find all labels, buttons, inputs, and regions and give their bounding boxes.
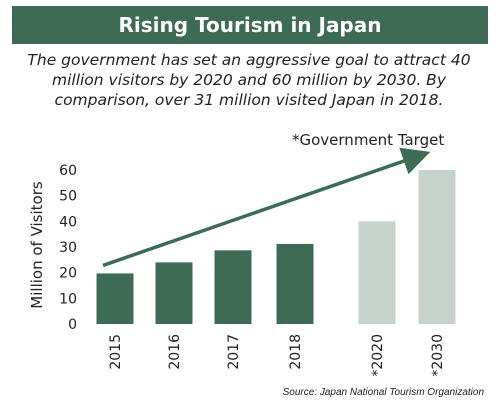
title-banner: Rising Tourism in Japan — [12, 6, 488, 44]
bar-actual — [276, 243, 314, 324]
y-axis-ticks: 0 10 20 30 40 50 60 — [59, 163, 77, 333]
government-target-annotation: *Government Target — [292, 131, 444, 149]
y-axis-label: Million of Visitors — [28, 181, 46, 309]
x-axis-labels: 2015 2016 2017 2018 *2020 *2030 — [108, 334, 446, 377]
y-tick-label: 0 — [68, 317, 77, 333]
bar-actual — [214, 250, 252, 324]
x-tick-label: *2020 — [370, 334, 386, 377]
chart-title: Rising Tourism in Japan — [118, 13, 382, 37]
bar-actual — [96, 273, 134, 324]
y-tick-label: 40 — [59, 214, 77, 230]
y-tick-label: 30 — [59, 240, 77, 256]
bars — [96, 170, 456, 324]
y-tick-label: 60 — [59, 163, 77, 179]
x-tick-label: 2016 — [167, 334, 183, 370]
y-tick-label: 50 — [59, 189, 77, 205]
chart-subtitle: The government has set an aggressive goa… — [27, 51, 471, 109]
bar-target — [358, 221, 396, 324]
source-note: Source: Japan National Tourism Organizat… — [282, 387, 484, 398]
bar-target — [418, 170, 456, 324]
bar-actual — [155, 262, 193, 324]
y-tick-label: 10 — [59, 291, 77, 307]
y-tick-label: 20 — [59, 266, 77, 282]
x-tick-label: 2017 — [226, 334, 242, 370]
x-tick-label: *2030 — [430, 334, 446, 377]
x-tick-label: 2018 — [288, 334, 304, 370]
trend-arrow — [102, 147, 431, 268]
x-tick-label: 2015 — [108, 334, 124, 370]
